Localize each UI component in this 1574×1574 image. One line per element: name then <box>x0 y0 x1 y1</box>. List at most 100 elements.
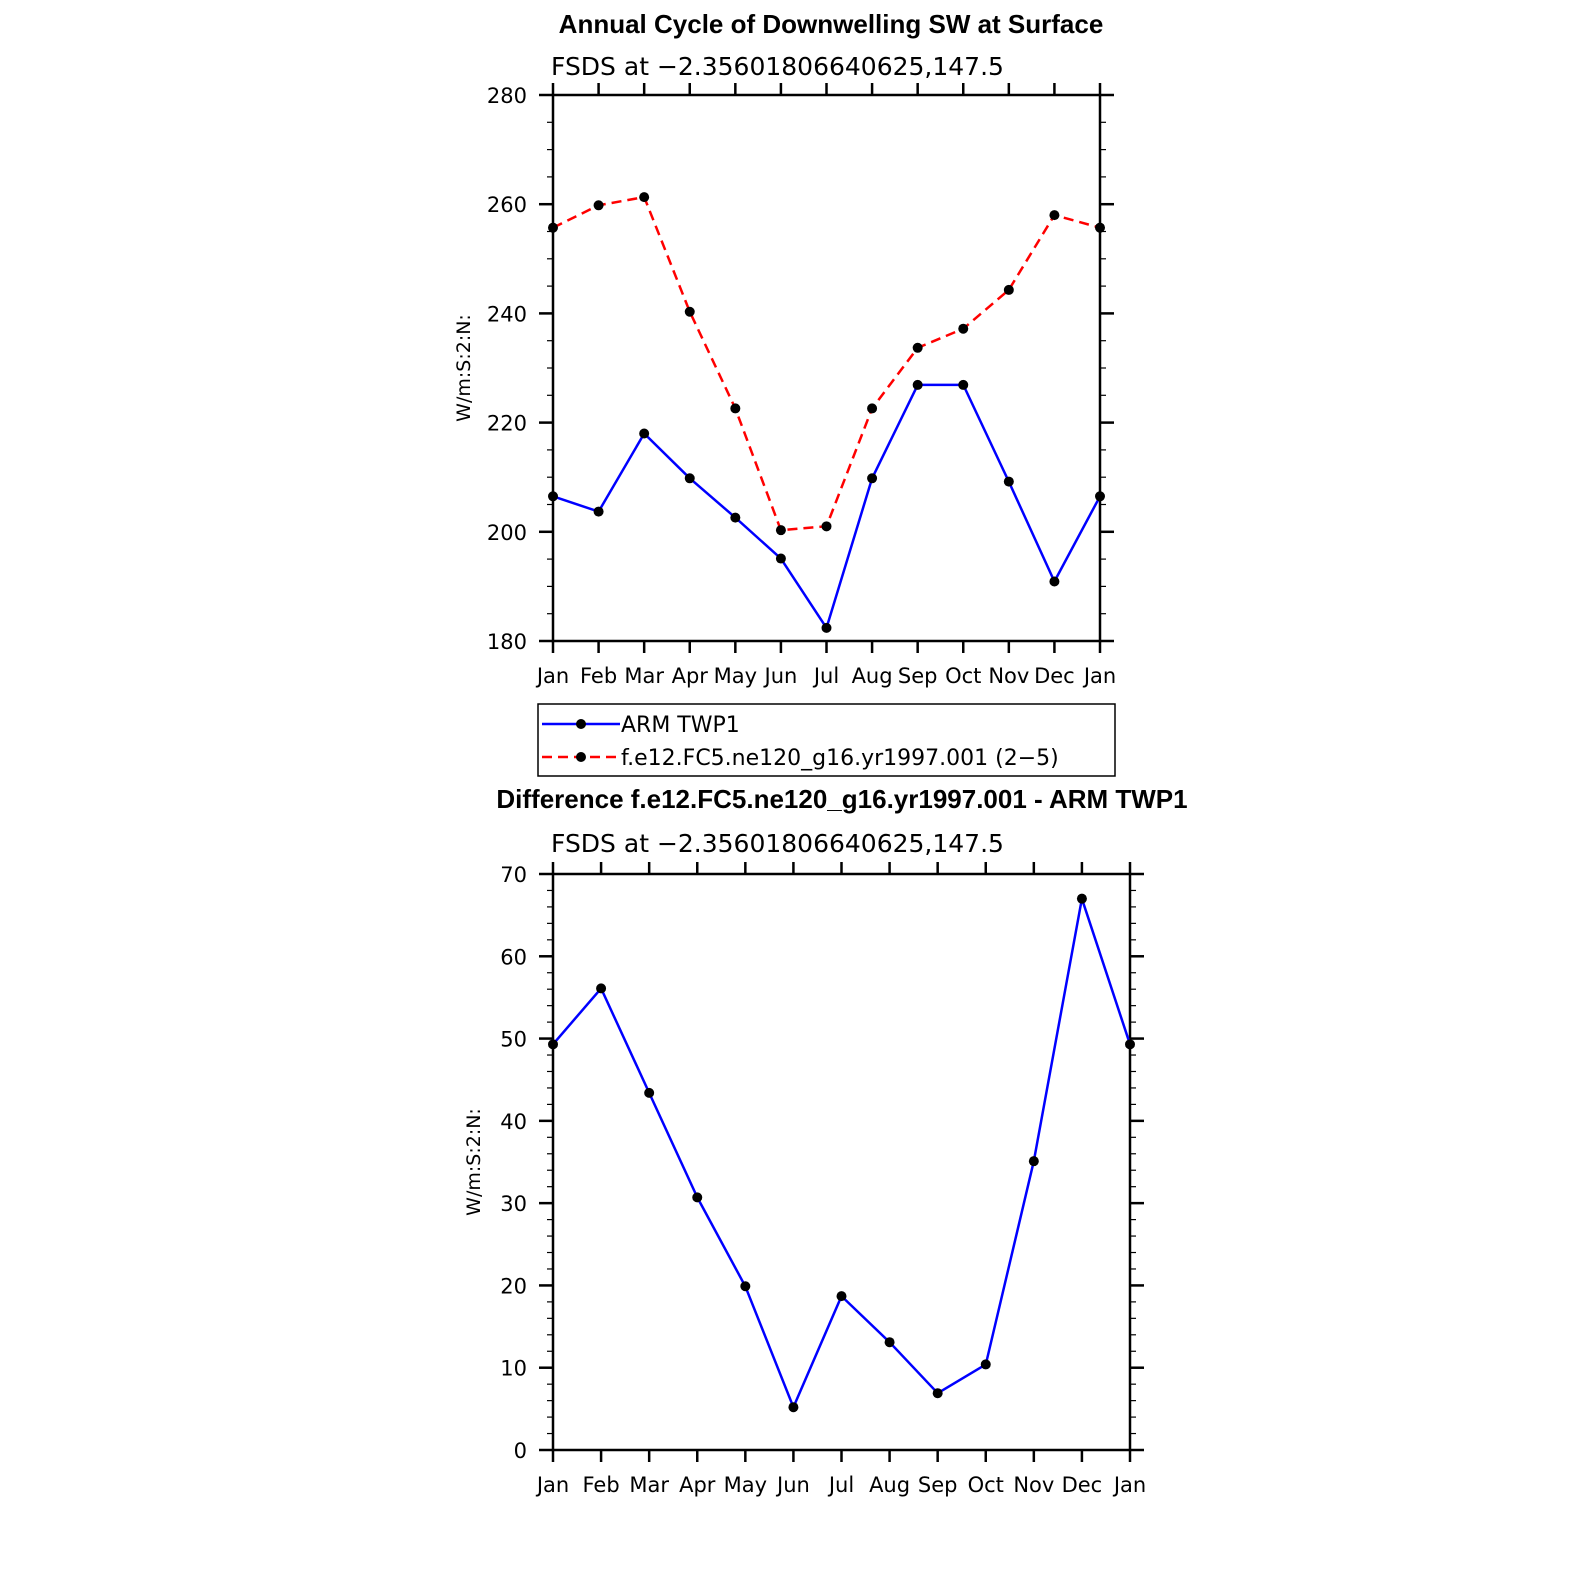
x-tick-label: Mar <box>624 664 664 688</box>
data-point <box>1049 210 1060 221</box>
x-tick-label: Jul <box>812 664 839 688</box>
y-tick-label: 20 <box>500 1274 527 1298</box>
y-tick-label: 30 <box>500 1192 527 1216</box>
legend-label-arm: ARM TWP1 <box>621 713 740 738</box>
data-point <box>821 521 832 532</box>
data-point <box>730 512 741 523</box>
y-tick-label: 50 <box>500 1028 527 1052</box>
chart-subtitle: FSDS at −2.35601806640625,147.5 <box>551 52 1004 81</box>
data-point <box>958 379 969 390</box>
x-tick-label: Feb <box>582 1473 619 1497</box>
y-axis-label: W/m:S:2:N: <box>453 314 475 422</box>
y-tick-label: 40 <box>500 1110 527 1134</box>
x-tick-label: Jun <box>763 664 798 688</box>
y-tick-label: 280 <box>487 84 527 108</box>
difference-chart: Difference f.e12.FC5.ne120_g16.yr1997.00… <box>463 784 1188 1497</box>
axes: 180 200 220 240 260 280 Jan Feb Mar Apr May Jun Jul A… <box>487 83 1116 688</box>
x-tick-label: Oct <box>945 664 981 688</box>
x-tick-label: Mar <box>629 1473 669 1497</box>
x-tick-label: May <box>714 664 757 688</box>
series-0 <box>548 379 1105 633</box>
data-point <box>1003 476 1014 487</box>
data-point <box>639 192 650 203</box>
data-point <box>644 1087 655 1098</box>
data-point <box>912 379 923 390</box>
x-tick-label: Jan <box>1082 664 1116 688</box>
x-tick-label: Sep <box>898 664 938 688</box>
y-tick-label: 60 <box>500 945 527 969</box>
y-tick-label: 260 <box>487 193 527 217</box>
x-tick-label: Nov <box>1013 1473 1054 1497</box>
data-point <box>836 1291 847 1302</box>
series <box>548 893 1135 1413</box>
x-tick-label: Aug <box>852 664 893 688</box>
data-point <box>730 403 741 414</box>
x-tick-label: Jun <box>775 1473 810 1497</box>
series-line <box>552 195 1101 532</box>
data-point <box>548 1039 558 1050</box>
data-point <box>1028 1156 1039 1167</box>
plot-frame <box>551 872 1132 1452</box>
data-point <box>1095 222 1105 233</box>
data-point <box>912 342 923 353</box>
data-point <box>1003 284 1014 295</box>
axes: 0 10 20 30 40 50 60 70 Jan Feb Mar Apr May Jun Jul Aug S… <box>500 862 1146 1497</box>
data-point <box>980 1359 991 1370</box>
x-tick-label: Feb <box>580 664 617 688</box>
x-tick-label: Sep <box>918 1473 958 1497</box>
y-axis-label: W/m:S:2:N: <box>463 1108 485 1216</box>
data-point <box>1095 491 1105 502</box>
x-tick-label: Dec <box>1062 1473 1103 1497</box>
series <box>548 192 1105 633</box>
y-tick-label: 200 <box>487 521 527 545</box>
data-point <box>884 1337 895 1348</box>
chart-subtitle: FSDS at −2.35601806640625,147.5 <box>551 829 1004 858</box>
data-point <box>596 983 607 994</box>
data-point <box>775 525 786 536</box>
y-tick-label: 240 <box>487 302 527 326</box>
series-line <box>552 897 1132 1409</box>
chart-title: Difference f.e12.FC5.ne120_g16.yr1997.00… <box>496 784 1187 814</box>
x-tick-label: May <box>724 1473 767 1497</box>
data-point <box>548 222 558 233</box>
x-tick-label: Dec <box>1034 664 1075 688</box>
data-point <box>692 1192 703 1203</box>
data-point <box>1049 576 1060 587</box>
y-tick-label: 220 <box>487 412 527 436</box>
x-tick-label: Oct <box>968 1473 1004 1497</box>
data-point <box>639 428 650 439</box>
x-tick-label: Apr <box>672 664 709 688</box>
x-tick-label: Jan <box>535 1473 569 1497</box>
data-point <box>593 200 604 211</box>
data-point <box>740 1281 751 1292</box>
legend-label-model: f.e12.FC5.ne120_g16.yr1997.001 (2−5) <box>621 746 1059 771</box>
series-1 <box>548 192 1105 536</box>
data-point <box>932 1388 943 1399</box>
plot-frame <box>551 93 1102 643</box>
data-point <box>788 1402 799 1413</box>
data-point <box>1125 1039 1135 1050</box>
chart-title: Annual Cycle of Downwelling SW at Surfac… <box>559 9 1104 39</box>
y-tick-label: 10 <box>500 1357 527 1381</box>
x-tick-label: Nov <box>988 664 1029 688</box>
legend-marker-model <box>576 752 586 762</box>
data-point <box>775 553 786 564</box>
data-point <box>684 306 695 317</box>
data-point <box>548 491 558 502</box>
x-tick-label: Jul <box>827 1473 854 1497</box>
legend: ARM TWP1 f.e12.FC5.ne120_g16.yr1997.001 … <box>537 703 1116 777</box>
series-line <box>552 383 1102 630</box>
data-point <box>867 403 878 414</box>
legend-marker-arm <box>576 719 586 729</box>
x-tick-label: Apr <box>679 1473 716 1497</box>
y-tick-label: 180 <box>487 630 527 654</box>
data-point <box>867 473 878 484</box>
data-point <box>593 506 604 517</box>
data-point <box>958 323 969 334</box>
y-tick-label: 70 <box>500 863 527 887</box>
data-point <box>684 473 695 484</box>
series-0 <box>548 893 1135 1413</box>
data-point <box>1076 893 1087 904</box>
annual-cycle-chart: Annual Cycle of Downwelling SW at Surfac… <box>453 9 1116 688</box>
